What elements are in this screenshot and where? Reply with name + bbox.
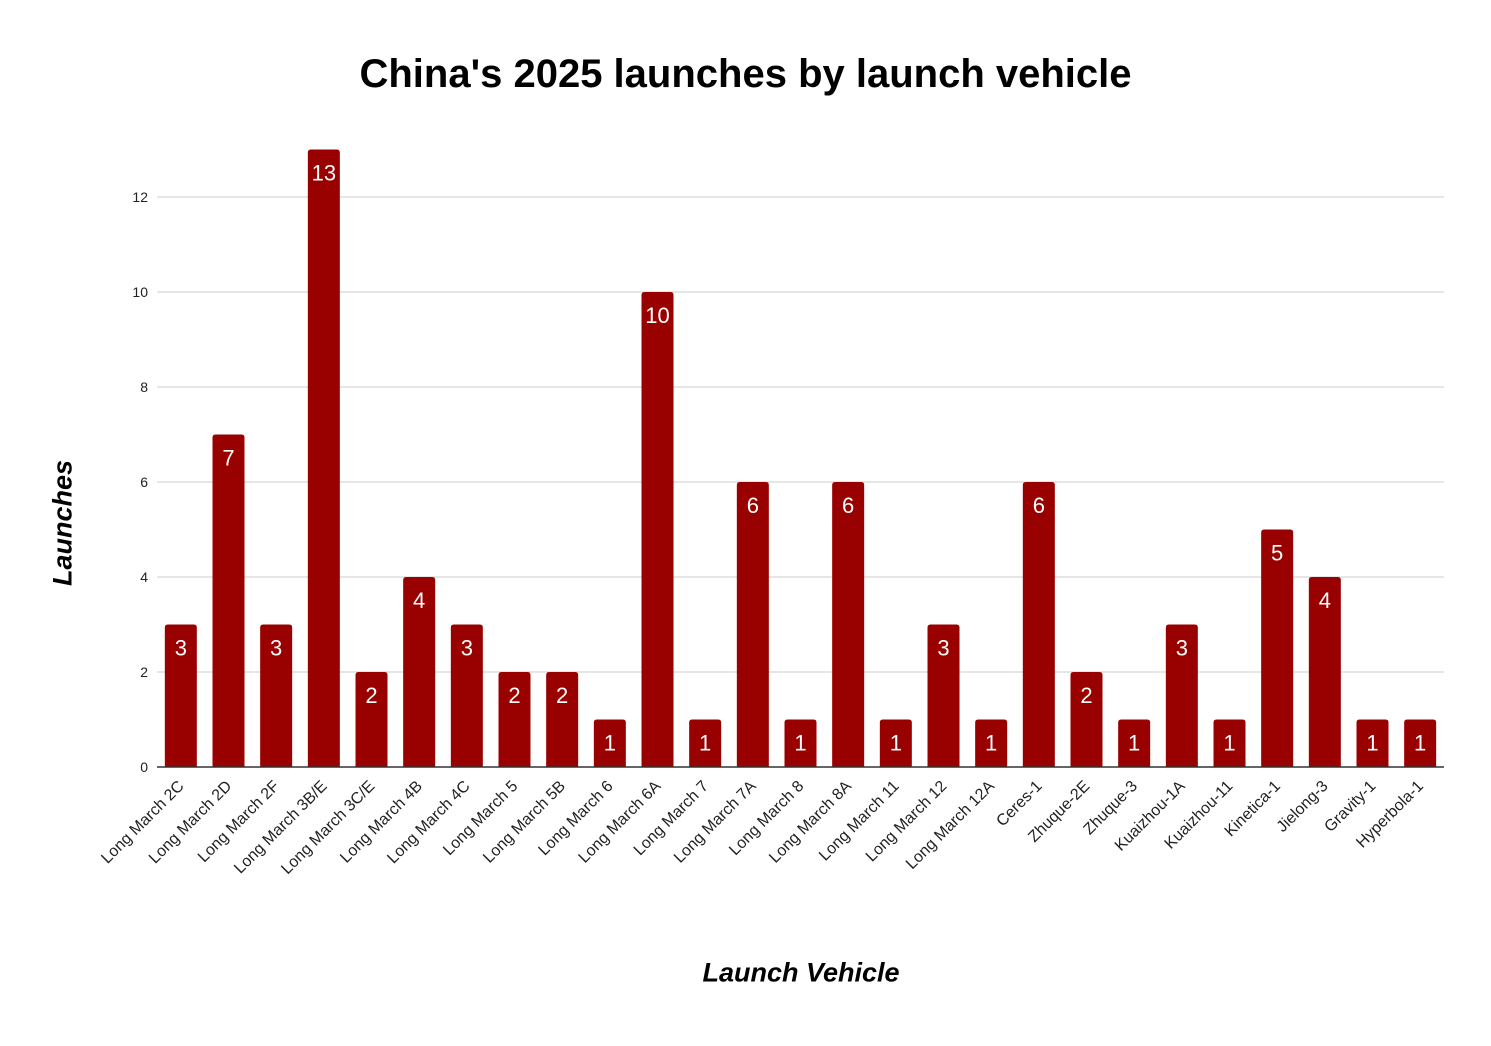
data-label: 1 (1223, 731, 1235, 756)
bar (307, 149, 340, 767)
data-label: 1 (1366, 731, 1378, 756)
data-label: 3 (1176, 636, 1188, 661)
bar (403, 577, 436, 767)
bar (1165, 624, 1198, 767)
bar (355, 672, 388, 767)
bar (212, 434, 245, 767)
y-tick-label: 2 (140, 664, 148, 680)
x-tick-label: Long March 2F (195, 778, 283, 866)
data-label: 1 (1128, 731, 1140, 756)
bar (593, 719, 626, 767)
bar (546, 672, 579, 767)
data-label: 6 (842, 493, 854, 518)
bar (1070, 672, 1103, 767)
data-label: 1 (699, 731, 711, 756)
y-tick-label: 4 (140, 569, 148, 585)
data-label: 2 (1080, 683, 1092, 708)
x-tick-label: Long March 12 (863, 778, 951, 866)
y-tick-label: 0 (140, 759, 148, 775)
data-label: 6 (1033, 493, 1045, 518)
x-tick-label: Long March 4C (384, 778, 473, 867)
y-tick-label: 6 (140, 474, 148, 490)
bar (1356, 719, 1389, 767)
data-label: 3 (175, 636, 187, 661)
x-tick-label: Jielong-3 (1274, 778, 1332, 836)
x-tick-label: Long March 5B (480, 778, 569, 867)
data-label: 1 (890, 731, 902, 756)
data-label: 1 (794, 731, 806, 756)
data-label: 4 (1319, 588, 1331, 613)
bar (736, 482, 769, 767)
bar (260, 624, 293, 767)
bar (1261, 529, 1294, 767)
bar (498, 672, 531, 767)
chart-title: China's 2025 launches by launch vehicle (359, 52, 1132, 96)
bar (689, 719, 722, 767)
bar (1213, 719, 1246, 767)
y-tick-label: 10 (132, 284, 148, 300)
data-label: 1 (985, 731, 997, 756)
bar (1308, 577, 1341, 767)
bar (927, 624, 960, 767)
data-label: 2 (556, 683, 568, 708)
bar (832, 482, 865, 767)
y-tick-label: 12 (132, 189, 148, 205)
x-tick-label: Long March 4B (337, 778, 426, 867)
data-label: 3 (937, 636, 949, 661)
x-tick-label: Long March 2C (98, 778, 187, 867)
bar (450, 624, 483, 767)
data-label: 2 (508, 683, 520, 708)
data-label: 2 (365, 683, 377, 708)
x-axis-label: Launch Vehicle (702, 957, 900, 988)
x-tick-label: Long March 2D (146, 778, 235, 867)
data-label: 10 (645, 303, 669, 328)
x-tick-label: Long March 7A (671, 778, 760, 867)
bar (879, 719, 912, 767)
data-label: 3 (270, 636, 282, 661)
bar (975, 719, 1008, 767)
bar (1404, 719, 1437, 767)
y-tick-label: 8 (140, 379, 148, 395)
bar (1118, 719, 1151, 767)
bar (641, 292, 674, 767)
data-label: 5 (1271, 541, 1283, 566)
data-label: 4 (413, 588, 425, 613)
data-label: 1 (604, 731, 616, 756)
x-tick-label: Long March 12A (903, 778, 998, 873)
x-tick-label: Long March 6A (576, 778, 665, 867)
bar (164, 624, 197, 767)
data-label: 3 (461, 636, 473, 661)
data-label: 1 (1414, 731, 1426, 756)
data-label: 13 (312, 161, 336, 186)
bar (784, 719, 817, 767)
data-label: 7 (222, 446, 234, 471)
x-tick-label: Long March 8A (766, 778, 855, 867)
data-label: 6 (747, 493, 759, 518)
bar (1022, 482, 1055, 767)
